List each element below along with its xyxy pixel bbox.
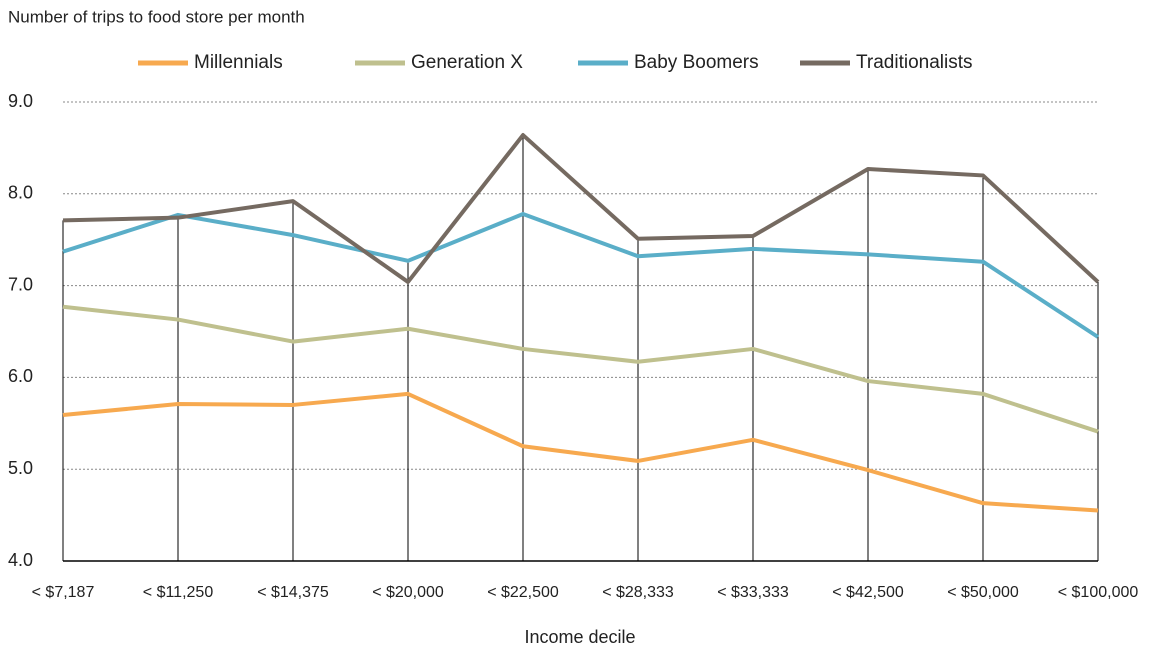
legend-label: Baby Boomers <box>634 52 759 73</box>
legend-label: Millennials <box>194 52 283 73</box>
series-line <box>62 304 1099 434</box>
y-tick-label: 8.0 <box>8 183 33 203</box>
legend-label: Traditionalists <box>856 52 973 73</box>
x-tick-label: < $100,000 <box>1058 584 1139 601</box>
y-tick-label: 9.0 <box>8 91 33 111</box>
x-tick-label: < $50,000 <box>947 584 1019 601</box>
x-axis-label: Income decile <box>524 627 635 647</box>
y-tick-label: 7.0 <box>8 274 33 294</box>
x-tick-label: < $42,500 <box>832 584 904 601</box>
x-tick-label: < $22,500 <box>487 584 559 601</box>
x-tick-label: < $14,375 <box>257 584 329 601</box>
x-tick-label: < $20,000 <box>372 584 444 601</box>
x-tick-label: < $33,333 <box>717 584 789 601</box>
x-tick-label: < $11,250 <box>143 584 214 601</box>
series-line <box>62 391 1099 513</box>
x-tick-label: < $7,187 <box>32 584 95 601</box>
x-tick-label: < $28,333 <box>602 584 674 601</box>
series-line <box>62 211 1100 339</box>
series-line <box>62 133 1100 284</box>
y-tick-label: 6.0 <box>8 366 33 386</box>
legend-label: Generation X <box>411 52 523 73</box>
y-tick-label: 4.0 <box>8 550 33 570</box>
y-tick-label: 5.0 <box>8 458 33 478</box>
y-axis-label: Number of trips to food store per month <box>8 7 305 26</box>
